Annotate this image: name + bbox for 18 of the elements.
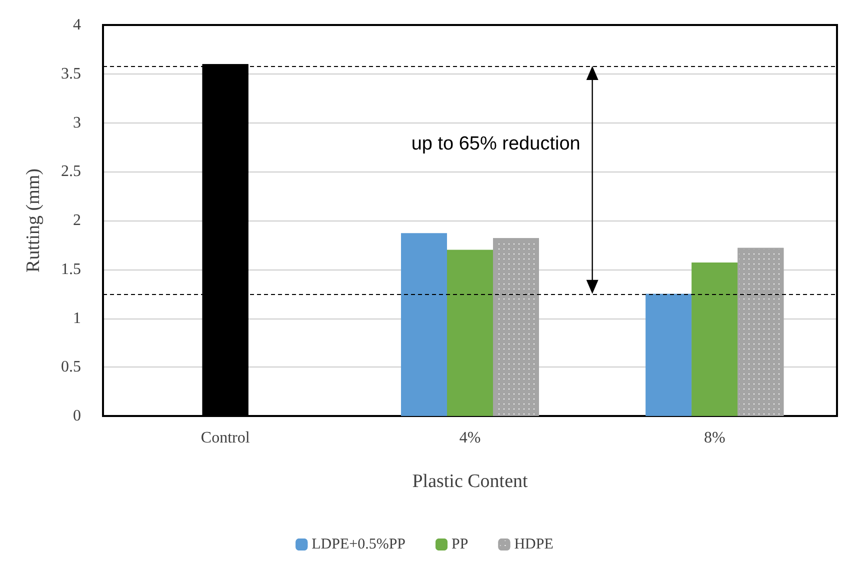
y-tick-label: 3 — [73, 114, 81, 132]
legend-label: PP — [452, 536, 468, 552]
y-tick-label: 0 — [73, 408, 81, 424]
x-tick-label: 8% — [704, 430, 726, 446]
y-tick-label: 1 — [73, 310, 81, 327]
x-tick-label: 4% — [459, 430, 481, 446]
legend-label: HDPE — [514, 536, 554, 552]
y-tick-label: 1.5 — [61, 260, 81, 278]
y-axis-title: Rutting (mm) — [23, 168, 44, 272]
x-tick-label: Control — [200, 430, 250, 446]
y-tick-label: 3.5 — [61, 65, 81, 82]
y-tick-label: 4 — [73, 16, 81, 34]
y-tick-label: 2 — [73, 212, 81, 229]
y-tick-label: 0.5 — [61, 358, 81, 376]
annotation: up to 65% reduction — [411, 134, 580, 155]
y-tick-label: 2.5 — [61, 163, 81, 180]
x-axis-title: Plastic Content — [412, 471, 529, 492]
legend-label: LDPE+0.5%PP — [312, 536, 406, 552]
